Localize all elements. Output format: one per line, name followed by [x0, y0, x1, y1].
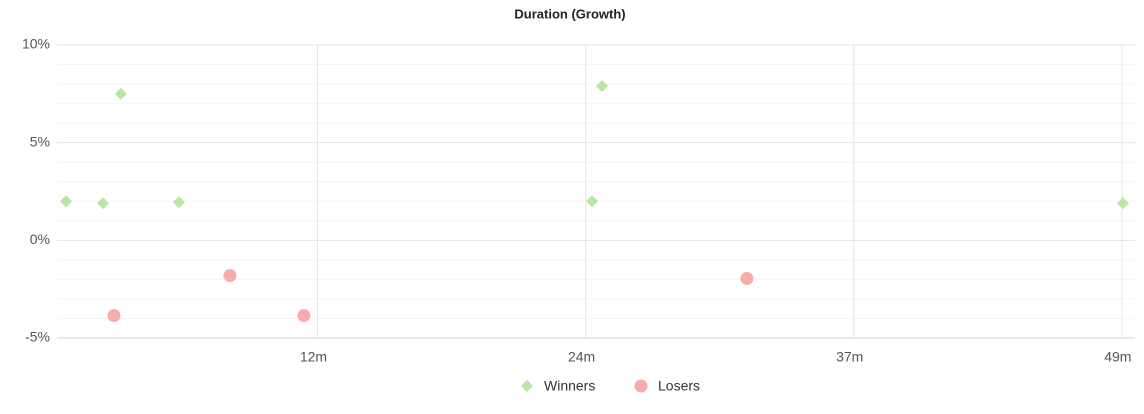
- circle-marker: [297, 309, 311, 323]
- y-tick-label: 10%: [22, 36, 50, 52]
- chart-title: Duration (Growth): [514, 6, 625, 21]
- x-tick-label: 37m: [836, 349, 863, 365]
- diamond-marker: [59, 195, 72, 208]
- y-tick-label: 5%: [30, 133, 50, 149]
- legend-label: Losers: [658, 378, 700, 394]
- diamond-marker: [172, 196, 185, 209]
- legend-label: Winners: [544, 378, 595, 394]
- circle-marker: [634, 379, 648, 393]
- diamond-marker: [521, 380, 533, 392]
- circle-marker: [740, 271, 754, 285]
- diamond-marker: [1116, 197, 1129, 210]
- x-tick-label: 12m: [300, 349, 327, 365]
- diamond-marker: [114, 87, 127, 100]
- y-tick-label: -5%: [25, 329, 50, 345]
- circle-marker: [107, 309, 121, 323]
- x-tick-label: 24m: [568, 349, 595, 365]
- y-tick-label: 0%: [30, 231, 50, 247]
- diamond-marker: [585, 195, 598, 208]
- circle-marker: [223, 268, 237, 282]
- diamond-marker: [596, 80, 609, 93]
- x-tick-label: 49m: [1104, 349, 1131, 365]
- diamond-marker: [96, 197, 109, 210]
